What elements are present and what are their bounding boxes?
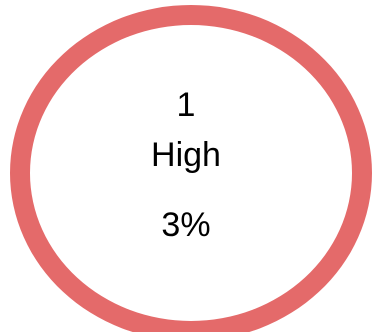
severity-count: 1 [176, 86, 196, 124]
severity-label: High [151, 136, 221, 174]
severity-percent: 3% [161, 206, 211, 244]
